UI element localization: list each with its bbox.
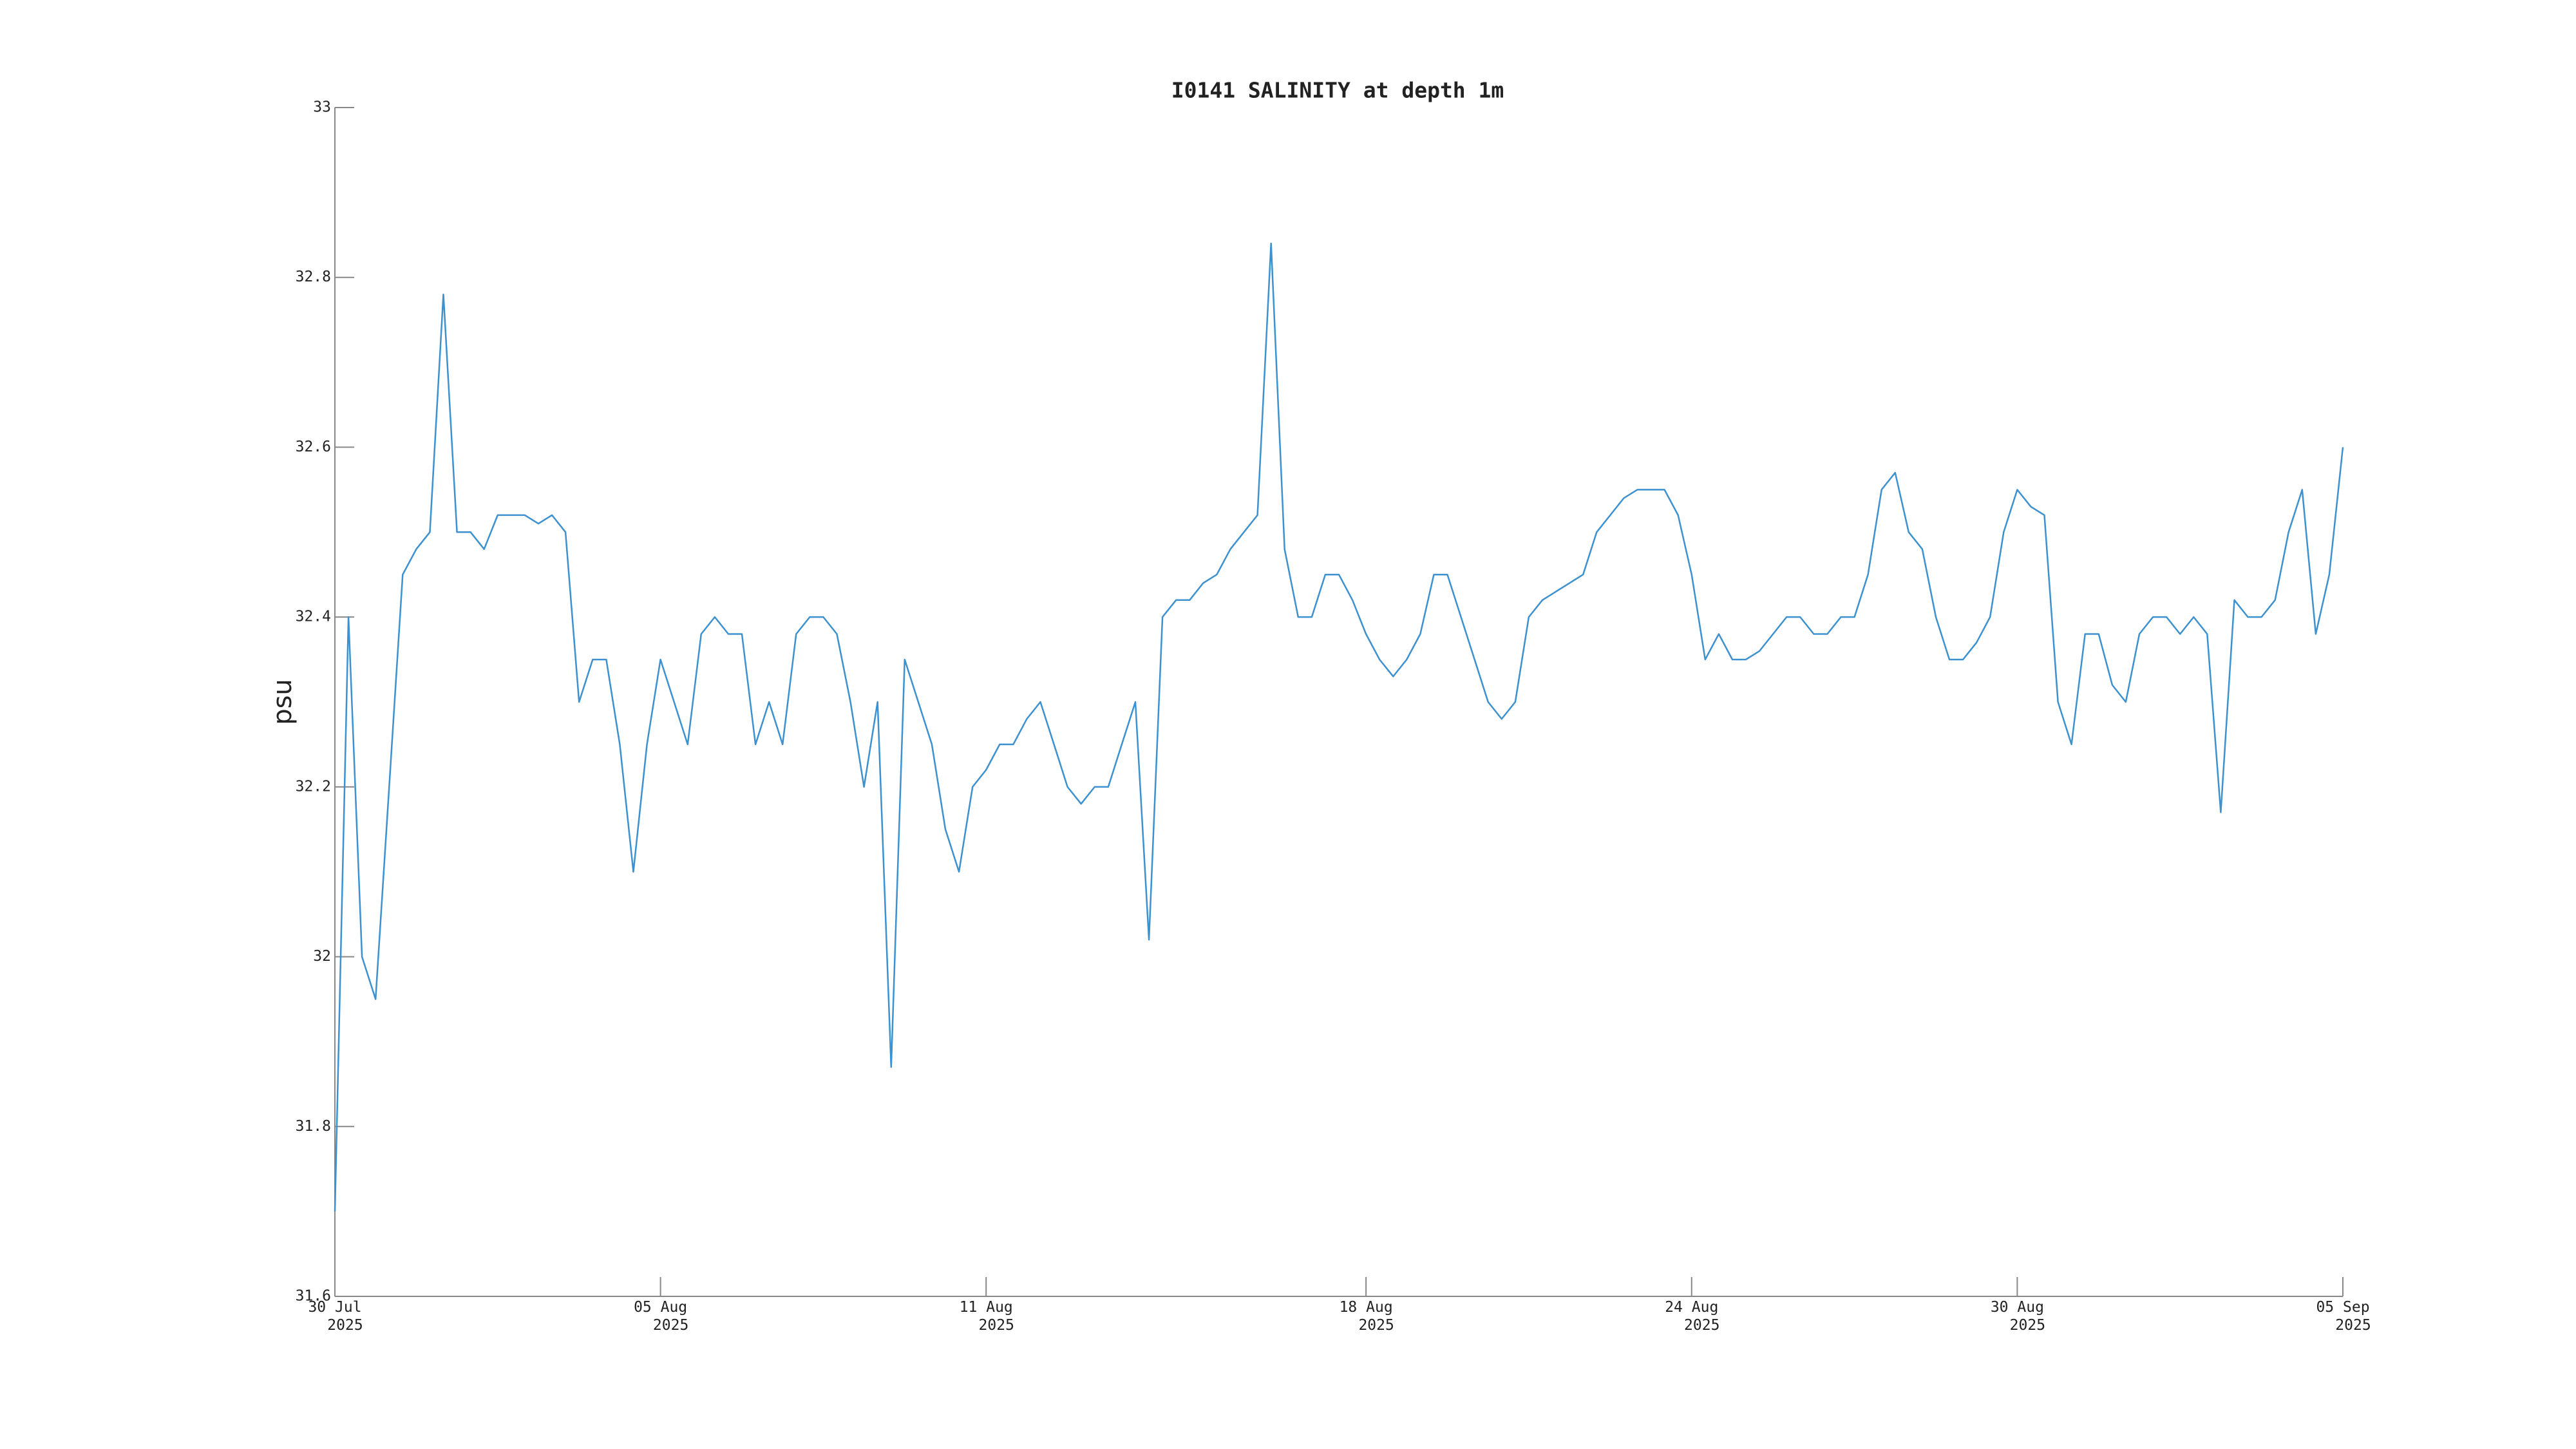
x-tick-label: 30 Aug 2025 <box>1991 1299 2045 1334</box>
x-tick-label-line: 2025 <box>327 1317 363 1334</box>
x-tick-label-line: 2025 <box>2010 1317 2045 1334</box>
data-line <box>334 242 2344 1212</box>
y-tick-label: 32 <box>313 948 331 965</box>
x-tick-label-line: 05 Sep <box>2316 1299 2369 1316</box>
x-tick-label-line: 30 Jul <box>308 1299 361 1316</box>
y-tick-label: 32.8 <box>296 269 331 285</box>
x-tick-label-line: 2025 <box>1358 1317 1394 1334</box>
y-tick-label: 32.2 <box>296 778 331 795</box>
x-tick-label-line: 2025 <box>653 1317 688 1334</box>
x-tick-label-line: 2025 <box>2335 1317 2371 1334</box>
y-tick-label: 32.4 <box>296 609 331 625</box>
x-tick-label: 11 Aug 2025 <box>960 1299 1014 1334</box>
x-tick-label-line: 11 Aug <box>960 1299 1013 1316</box>
y-tick-label: 31.6 <box>296 1288 331 1305</box>
x-tick-label-line: 2025 <box>1684 1317 1719 1334</box>
x-tick-label: 30 Jul 2025 <box>308 1299 363 1334</box>
y-tick-label: 33 <box>313 99 331 116</box>
x-tick-label-line: 05 Aug <box>634 1299 687 1316</box>
y-tick-label: 31.8 <box>296 1118 331 1135</box>
x-tick-label-line: 24 Aug <box>1665 1299 1718 1316</box>
x-tick-label: 05 Sep 2025 <box>2316 1299 2371 1334</box>
x-tick-label: 05 Aug 2025 <box>634 1299 688 1334</box>
x-tick-label-line: 18 Aug <box>1340 1299 1393 1316</box>
y-tick-label: 32.6 <box>296 439 331 455</box>
x-tick-label: 18 Aug 2025 <box>1340 1299 1394 1334</box>
x-tick-label-line: 30 Aug <box>1991 1299 2044 1316</box>
x-tick-label: 24 Aug 2025 <box>1665 1299 1719 1334</box>
x-tick-label-line: 2025 <box>979 1317 1014 1334</box>
chart-title: I0141 SALINITY at depth 1m <box>1171 78 1504 103</box>
y-axis-label: psu <box>268 679 298 725</box>
